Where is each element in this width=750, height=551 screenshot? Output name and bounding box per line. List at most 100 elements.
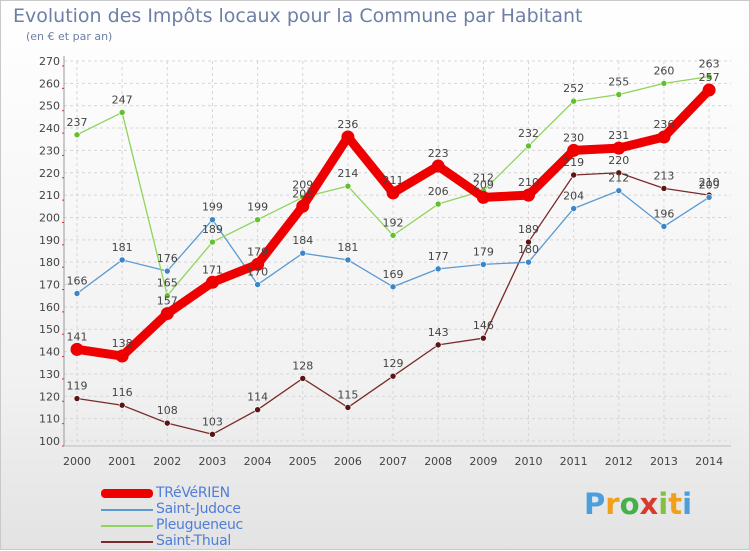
y-tick-label: 190 <box>39 234 60 247</box>
data-point-saint-judoce <box>344 256 352 264</box>
data-label-pleugueneuc: 209 <box>292 178 313 191</box>
data-label-trévérien: 230 <box>563 131 584 144</box>
proxiti-logo-letter: r <box>605 487 620 521</box>
data-label-saint-judoce: 180 <box>518 243 539 256</box>
data-point-saint-judoce <box>118 256 126 264</box>
proxiti-logo-letter: t <box>668 487 683 521</box>
data-point-saint-judoce <box>434 265 442 273</box>
data-label-pleugueneuc: 212 <box>473 172 494 185</box>
data-point-saint-judoce <box>254 281 261 288</box>
data-point-pleugueneuc <box>254 216 261 224</box>
data-label-saint-thual: 210 <box>699 176 720 189</box>
y-tick-label: 220 <box>39 167 60 180</box>
data-label-saint-thual: 213 <box>653 169 674 182</box>
x-tick-label: 2013 <box>650 455 678 468</box>
y-tick-label: 130 <box>39 368 60 381</box>
data-point-trévérien <box>296 199 310 213</box>
data-label-pleugueneuc: 214 <box>337 167 358 180</box>
data-point-trévérien <box>341 130 355 144</box>
data-point-saint-judoce <box>73 290 81 297</box>
data-point-saint-thual <box>299 375 307 382</box>
data-label-saint-thual: 143 <box>428 326 449 339</box>
data-label-trévérien: 210 <box>518 176 539 189</box>
data-point-saint-judoce <box>164 267 171 275</box>
y-tick-label: 200 <box>39 211 60 224</box>
data-label-trévérien: 205 <box>292 187 313 200</box>
data-point-saint-thual <box>434 341 442 349</box>
data-point-saint-thual <box>389 372 397 380</box>
data-point-trévérien <box>205 275 219 289</box>
data-label-saint-judoce: 196 <box>653 207 674 220</box>
chart-subtitle: (en € et par an) <box>26 30 113 43</box>
data-label-saint-judoce: 177 <box>428 250 449 263</box>
data-point-trévérien <box>70 342 84 356</box>
data-point-pleugueneuc <box>570 97 577 105</box>
data-label-trévérien: 138 <box>112 337 133 350</box>
data-point-pleugueneuc <box>344 182 352 190</box>
data-label-trévérien: 141 <box>67 330 88 343</box>
x-tick-label: 2006 <box>334 455 362 468</box>
data-point-saint-thual <box>480 334 487 342</box>
data-point-saint-judoce <box>570 205 577 212</box>
data-point-saint-judoce <box>615 187 623 194</box>
data-point-saint-thual <box>660 185 668 192</box>
data-label-trévérien: 157 <box>157 295 178 308</box>
proxiti-logo-letter: P <box>584 487 606 521</box>
proxiti-logo: Proxiti <box>584 487 692 521</box>
data-point-trévérien <box>115 349 129 363</box>
data-point-trévérien <box>522 188 535 202</box>
legend-label-saint-judoce: Saint-Judoce <box>156 501 241 517</box>
y-tick-label: 150 <box>39 323 60 336</box>
data-point-saint-thual <box>344 404 352 411</box>
proxiti-logo-letter: i <box>682 487 693 521</box>
legend-swatch-trevérien <box>101 489 153 498</box>
data-label-trévérien: 223 <box>428 147 449 160</box>
data-label-saint-thual: 219 <box>563 156 584 169</box>
data-label-saint-judoce: 176 <box>157 252 178 265</box>
data-label-pleugueneuc: 252 <box>563 82 584 95</box>
data-label-trévérien: 209 <box>473 178 494 191</box>
data-label-saint-judoce: 204 <box>563 190 584 203</box>
legend-swatch-saint-thual <box>101 541 153 543</box>
x-tick-label: 2000 <box>63 455 91 468</box>
proxiti-logo-letter: o <box>619 487 640 521</box>
data-label-saint-judoce: 199 <box>202 201 223 214</box>
data-label-trévérien: 211 <box>383 174 404 187</box>
y-tick-label: 240 <box>39 122 60 135</box>
y-tick-label: 180 <box>39 256 60 269</box>
data-label-pleugueneuc: 255 <box>608 76 629 89</box>
x-tick-label: 2004 <box>244 455 272 468</box>
data-label-saint-judoce: 184 <box>292 234 313 247</box>
data-point-pleugueneuc <box>705 73 713 80</box>
chart-title: Evolution des Impôts locaux pour la Comm… <box>13 5 583 27</box>
data-point-trévérien <box>431 159 445 173</box>
data-point-saint-thual <box>570 171 577 179</box>
x-tick-label: 2008 <box>424 455 452 468</box>
data-point-trévérien <box>567 143 581 157</box>
x-tick-label: 2001 <box>108 455 136 468</box>
data-label-saint-judoce: 181 <box>337 241 358 254</box>
data-label-saint-judoce: 209 <box>699 178 720 191</box>
y-tick-label: 120 <box>39 390 60 403</box>
data-point-trévérien <box>386 186 400 200</box>
data-point-pleugueneuc <box>389 232 397 239</box>
data-label-trévérien: 171 <box>202 263 223 276</box>
data-point-saint-judoce <box>480 261 487 268</box>
data-label-saint-thual: 220 <box>608 154 629 167</box>
data-label-pleugueneuc: 189 <box>202 223 223 236</box>
data-point-trévérien <box>476 190 490 204</box>
legend-swatch-saint-judoce <box>101 509 153 511</box>
data-label-saint-thual: 146 <box>473 319 494 332</box>
y-tick-label: 260 <box>39 77 60 90</box>
x-tick-label: 2005 <box>289 455 317 468</box>
y-tick-label: 160 <box>39 301 60 314</box>
y-tick-label: 110 <box>39 413 60 426</box>
data-label-saint-judoce: 181 <box>112 241 133 254</box>
x-tick-label: 2012 <box>605 455 633 468</box>
data-point-saint-judoce <box>299 249 307 257</box>
data-label-saint-thual: 119 <box>67 380 88 393</box>
data-point-saint-thual <box>525 238 532 246</box>
data-label-trévérien: 236 <box>337 118 358 131</box>
data-point-saint-thual <box>73 395 81 402</box>
data-point-pleugueneuc <box>209 238 216 246</box>
